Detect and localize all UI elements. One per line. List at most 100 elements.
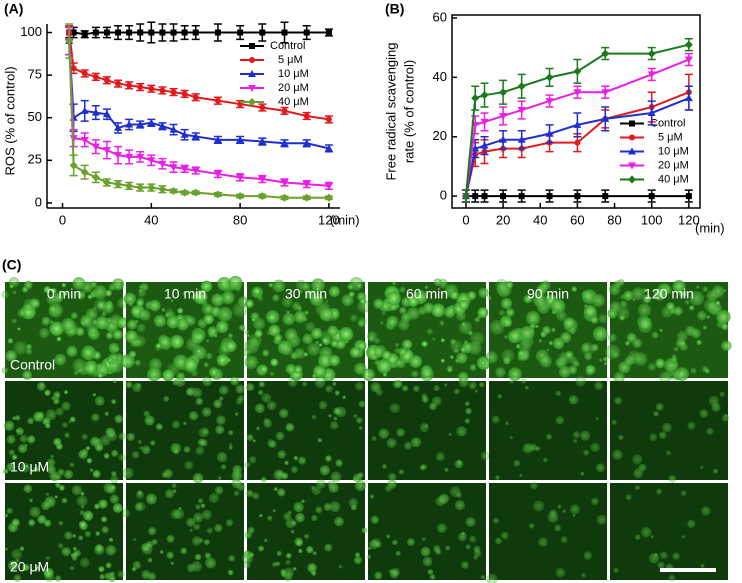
cell-blob bbox=[328, 482, 339, 494]
cell-blob bbox=[603, 356, 608, 362]
cell-blob bbox=[497, 394, 503, 399]
cell-blob bbox=[89, 468, 94, 472]
cell-blob bbox=[50, 287, 57, 294]
marker bbox=[647, 71, 656, 79]
cell-blob bbox=[653, 411, 659, 417]
cell-blob bbox=[261, 393, 272, 403]
cell-blob bbox=[202, 376, 212, 387]
cell-blob bbox=[108, 358, 124, 373]
cell-blob bbox=[235, 384, 245, 394]
cell-blob bbox=[159, 550, 164, 554]
cell-blob bbox=[474, 317, 480, 323]
cell-blob bbox=[699, 409, 709, 418]
marker bbox=[481, 193, 488, 200]
cell-blob bbox=[252, 287, 262, 296]
cell-blob bbox=[36, 381, 46, 391]
marker bbox=[147, 183, 156, 192]
cell-blob bbox=[611, 419, 617, 425]
cell-blob bbox=[298, 548, 303, 554]
cell-blob bbox=[431, 303, 446, 318]
cell-blob bbox=[672, 279, 686, 293]
cell-blob bbox=[195, 446, 205, 455]
cell-blob bbox=[116, 317, 128, 329]
cell-blob bbox=[612, 351, 619, 358]
cell-blob bbox=[166, 315, 180, 329]
cell-blob bbox=[330, 339, 339, 348]
cell-blob bbox=[246, 434, 254, 441]
cell-blob bbox=[318, 353, 333, 368]
cell-blob bbox=[580, 430, 591, 441]
cell-blob bbox=[234, 412, 239, 416]
cell-blob bbox=[366, 554, 372, 559]
marker bbox=[114, 123, 123, 131]
cell-blob bbox=[328, 285, 340, 298]
cell-blob bbox=[657, 288, 662, 292]
cell-blob bbox=[11, 454, 18, 460]
cell-blob bbox=[97, 373, 103, 378]
cell-blob bbox=[374, 571, 383, 580]
cell-blob bbox=[107, 431, 118, 441]
cell-blob bbox=[446, 365, 454, 373]
cell-blob bbox=[293, 455, 299, 461]
cell-blob bbox=[625, 494, 632, 501]
cell-blob bbox=[126, 432, 135, 442]
cell-blob bbox=[461, 531, 466, 536]
cell-blob bbox=[608, 333, 617, 343]
marker bbox=[471, 144, 480, 152]
cell-blob bbox=[217, 306, 233, 322]
cell-blob bbox=[252, 492, 260, 500]
cell-blob bbox=[256, 426, 261, 431]
y-tick-label: 0 bbox=[440, 188, 447, 203]
cell-blob bbox=[294, 365, 303, 374]
cell-blob bbox=[448, 432, 452, 436]
cell-blob bbox=[449, 486, 461, 497]
cell-blob bbox=[353, 556, 362, 565]
marker bbox=[480, 141, 489, 149]
marker bbox=[115, 29, 122, 36]
cell-blob bbox=[14, 415, 21, 421]
cell-blob bbox=[78, 449, 88, 460]
cell-blob bbox=[4, 513, 9, 518]
cell-blob bbox=[696, 339, 702, 346]
marker bbox=[461, 192, 470, 201]
cell-blob bbox=[450, 290, 459, 300]
cell-blob bbox=[355, 552, 360, 558]
cell-blob bbox=[480, 451, 490, 461]
cell-blob bbox=[379, 320, 384, 325]
cell-blob bbox=[25, 348, 33, 355]
x-tick-label: 20 bbox=[496, 212, 510, 227]
cell-blob bbox=[590, 316, 599, 324]
marker bbox=[169, 186, 178, 195]
marker bbox=[545, 73, 554, 82]
legend-label: 20 μM bbox=[278, 82, 309, 94]
marker bbox=[114, 152, 123, 160]
cell-blob bbox=[22, 370, 33, 380]
cell-blob bbox=[182, 291, 187, 296]
cell-blob bbox=[302, 333, 314, 345]
micrograph bbox=[1, 276, 128, 380]
cell-blob bbox=[78, 535, 84, 541]
cell-blob bbox=[495, 367, 506, 378]
cell-blob bbox=[469, 535, 477, 543]
marker bbox=[601, 49, 610, 58]
cell-blob bbox=[50, 454, 54, 459]
cell-blob bbox=[244, 461, 251, 468]
cell-blob bbox=[163, 396, 170, 402]
cell-blob bbox=[225, 519, 234, 527]
cell-blob bbox=[118, 432, 126, 440]
marker bbox=[472, 193, 479, 200]
cell-blob bbox=[238, 324, 246, 331]
cell-blob bbox=[333, 407, 342, 416]
cell-blob bbox=[656, 488, 663, 495]
cell-blob bbox=[353, 473, 362, 483]
cell-blob bbox=[721, 323, 729, 330]
cell-blob bbox=[371, 354, 377, 360]
x-tick-label: 80 bbox=[233, 212, 247, 227]
cell-blob bbox=[548, 340, 554, 346]
cell-blob bbox=[420, 546, 431, 557]
cell-blob bbox=[312, 551, 317, 556]
cell-blob bbox=[106, 332, 114, 340]
micrograph-bg bbox=[247, 483, 365, 580]
cell-blob bbox=[232, 302, 248, 318]
cell-blob bbox=[505, 281, 514, 289]
